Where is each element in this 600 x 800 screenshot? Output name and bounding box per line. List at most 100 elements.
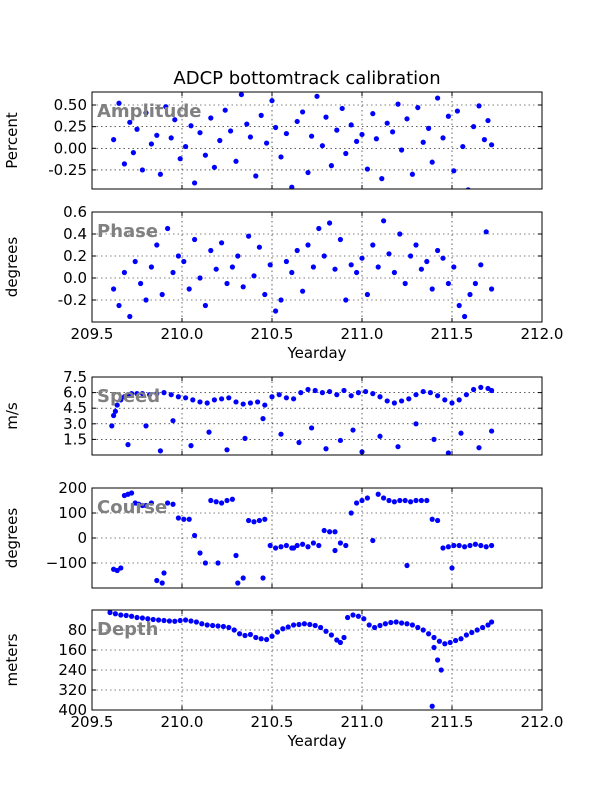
data-point: [359, 497, 365, 504]
data-point: [193, 619, 199, 625]
data-point: [165, 225, 171, 232]
data-point: [267, 542, 273, 549]
data-point: [454, 108, 460, 114]
y-axis-label: degrees: [3, 237, 21, 298]
data-point: [278, 297, 284, 303]
data-point: [139, 502, 145, 509]
data-point: [319, 390, 325, 396]
x-tick-label: 212.0: [521, 713, 564, 731]
data-point: [489, 387, 495, 394]
data-point: [211, 164, 217, 170]
data-point: [449, 565, 455, 571]
data-point: [262, 291, 268, 298]
data-point: [334, 127, 340, 133]
data-point: [460, 143, 466, 150]
data-point: [255, 399, 261, 405]
data-point: [197, 550, 203, 556]
data-point: [485, 622, 491, 628]
data-point: [168, 135, 174, 141]
data-point: [229, 496, 235, 502]
data-point: [341, 387, 347, 394]
data-point: [370, 111, 376, 117]
data-point: [395, 101, 401, 107]
data-point: [328, 632, 334, 638]
data-point: [485, 117, 491, 124]
x-tick-label: 209.5: [71, 325, 114, 343]
data-point: [240, 284, 246, 290]
panel-label: Amplitude: [97, 101, 201, 122]
data-point: [242, 632, 248, 639]
data-point: [332, 547, 338, 554]
data-point: [476, 103, 482, 109]
data-point: [116, 302, 122, 309]
data-point: [219, 396, 225, 402]
data-point: [489, 542, 495, 549]
data-point: [118, 397, 124, 403]
data-point: [309, 133, 315, 139]
data-point: [350, 612, 356, 618]
data-point: [127, 313, 133, 320]
data-point: [381, 218, 387, 224]
data-point: [154, 391, 160, 397]
data-point: [294, 118, 300, 125]
data-point: [118, 612, 124, 618]
data-point: [253, 634, 259, 641]
data-point: [472, 280, 478, 287]
data-point: [354, 138, 360, 144]
data-point: [364, 166, 370, 172]
data-point: [156, 617, 162, 623]
y-axis-label: meters: [3, 633, 21, 686]
data-point: [181, 258, 187, 265]
data-point: [305, 544, 311, 550]
data-point: [409, 171, 415, 177]
data-point: [181, 516, 187, 522]
data-point: [233, 158, 239, 164]
data-point: [467, 542, 473, 549]
data-point: [377, 433, 383, 439]
data-point: [260, 575, 266, 581]
y-tick-label: 0.2: [63, 247, 87, 265]
data-point: [228, 128, 234, 134]
data-point: [127, 119, 133, 125]
data-point: [280, 626, 286, 632]
data-point: [478, 384, 484, 390]
data-point: [273, 124, 279, 131]
data-point: [316, 225, 322, 232]
y-tick-label: 7.5: [63, 368, 87, 386]
y-axis-label: Percent: [3, 112, 21, 169]
data-point: [202, 302, 208, 309]
data-point: [354, 500, 360, 506]
data-point: [226, 395, 232, 401]
y-tick-label: 1.5: [63, 430, 87, 448]
data-point: [283, 395, 289, 401]
data-point: [192, 532, 198, 539]
data-point: [224, 497, 230, 504]
x-tick-label: 211.5: [431, 325, 474, 343]
data-point: [337, 540, 343, 546]
data-point: [343, 150, 349, 157]
data-point: [139, 391, 145, 397]
data-point: [134, 614, 140, 621]
data-point: [435, 657, 441, 663]
data-point: [474, 627, 480, 633]
data-point: [240, 575, 246, 581]
y-axis-label: m/s: [3, 402, 21, 430]
data-point: [424, 258, 430, 265]
data-point: [112, 408, 118, 414]
data-point: [170, 269, 176, 276]
data-point: [139, 167, 145, 173]
data-point: [445, 113, 451, 119]
data-point: [420, 139, 426, 145]
y-tick-label: -0.2: [58, 291, 87, 309]
data-point: [267, 262, 273, 268]
data-point: [418, 266, 424, 272]
data-point: [323, 628, 329, 634]
data-point: [418, 497, 424, 504]
data-points: [111, 490, 495, 586]
data-point: [350, 427, 356, 433]
data-point: [456, 302, 462, 309]
data-point: [348, 510, 354, 516]
data-point: [323, 114, 329, 120]
data-point: [262, 402, 268, 408]
